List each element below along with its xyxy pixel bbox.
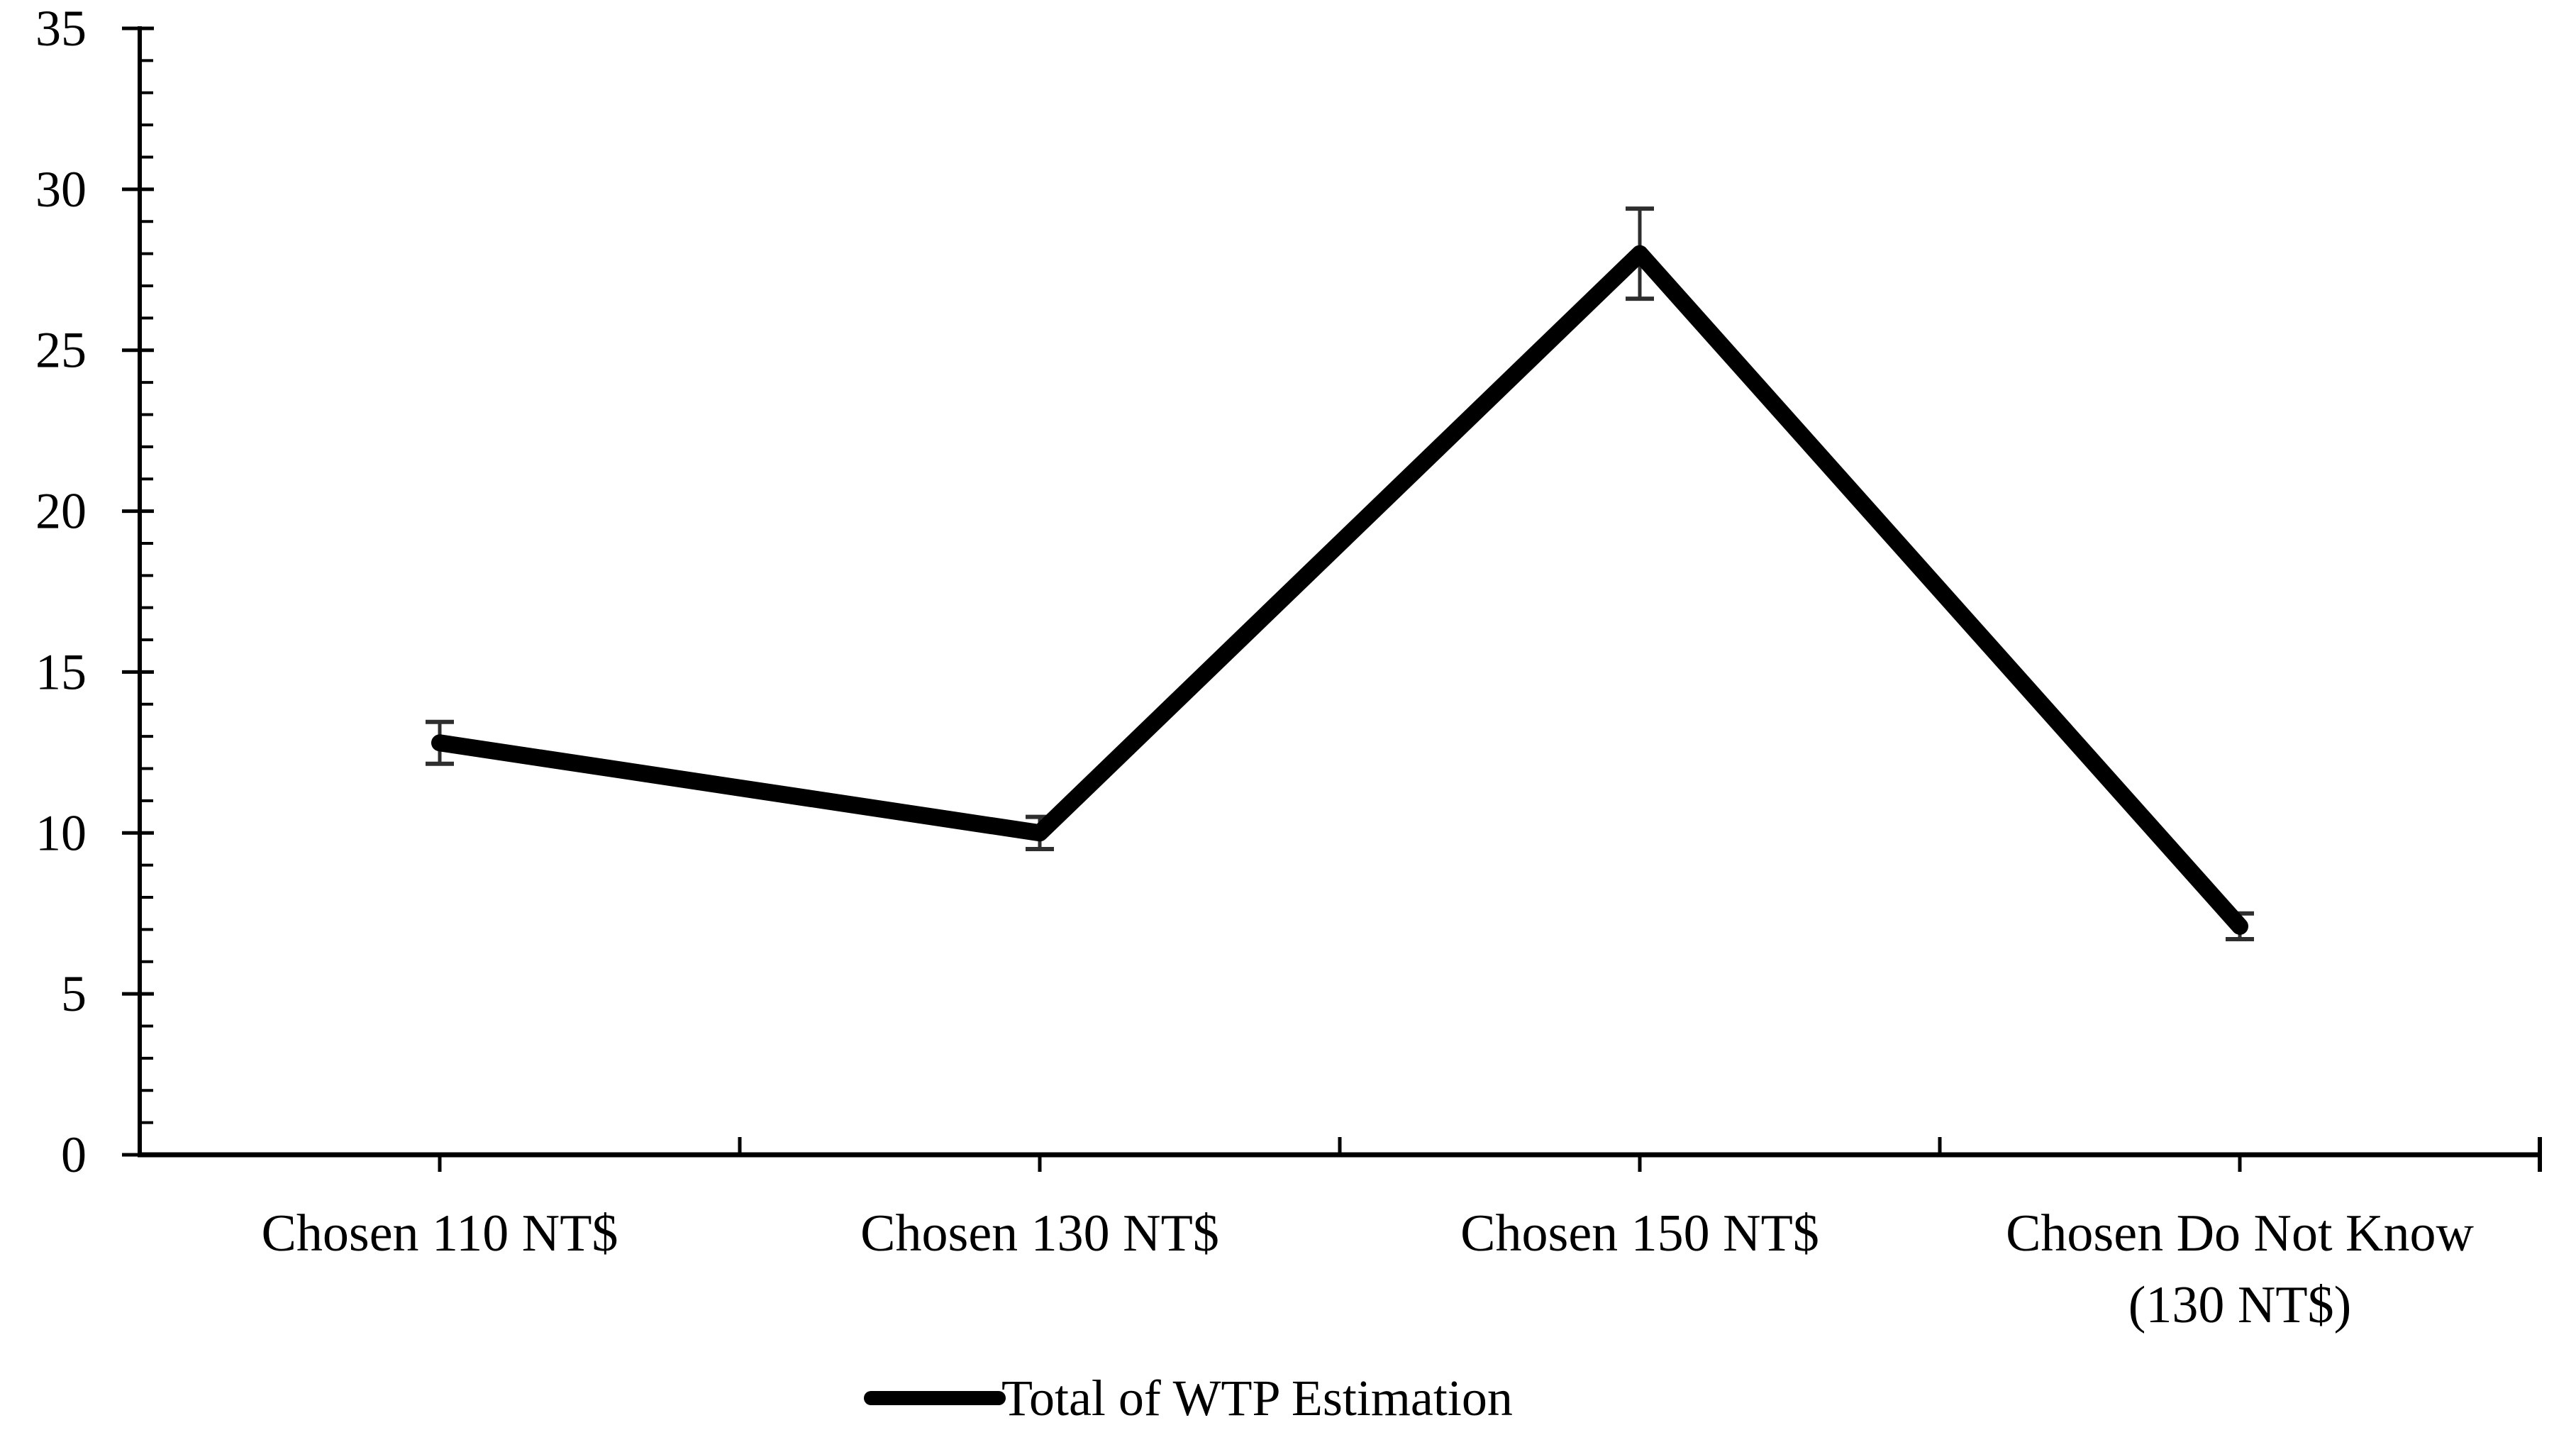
category-label: Chosen Do Not Know bbox=[2006, 1204, 2474, 1263]
y-tick-label: 0 bbox=[61, 1126, 87, 1183]
y-tick-label: 5 bbox=[61, 965, 87, 1022]
y-tick-label: 10 bbox=[35, 804, 87, 861]
category-label: Chosen 150 NT$ bbox=[1460, 1204, 1819, 1263]
y-tick-label: 35 bbox=[35, 0, 87, 57]
y-tick-label: 25 bbox=[35, 322, 87, 379]
series-line bbox=[431, 245, 2248, 935]
category-label: Chosen 130 NT$ bbox=[860, 1204, 1219, 1263]
y-tick-label: 20 bbox=[35, 483, 87, 540]
y-tick-label: 15 bbox=[35, 643, 87, 700]
category-label: (130 NT$) bbox=[2128, 1276, 2351, 1334]
category-label: Chosen 110 NT$ bbox=[262, 1204, 618, 1263]
legend-label: Total of WTP Estimation bbox=[1001, 1370, 1513, 1426]
y-tick-label: 30 bbox=[35, 161, 87, 218]
